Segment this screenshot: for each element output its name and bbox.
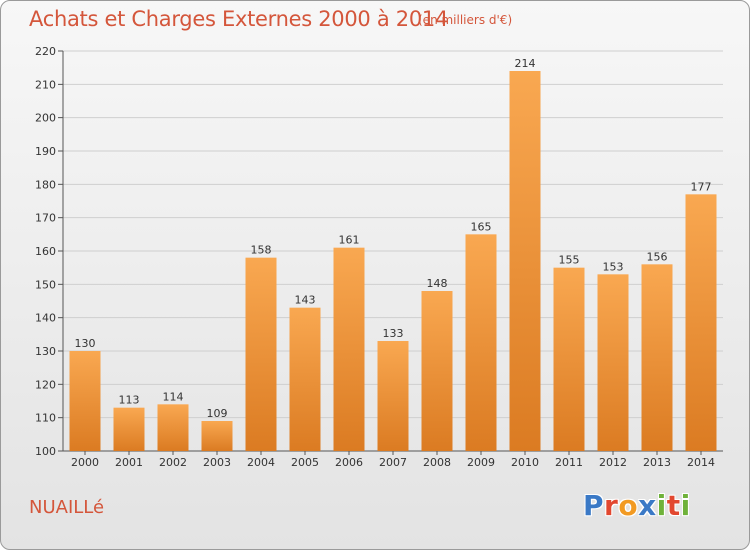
bar — [685, 194, 717, 452]
bar — [113, 407, 145, 451]
bar — [597, 274, 629, 451]
logo-letter: i — [680, 489, 691, 522]
bar-value-label: 114 — [163, 390, 184, 403]
y-tick-label: 190 — [35, 145, 56, 158]
x-tick-label: 2003 — [203, 456, 231, 469]
y-tick-label: 220 — [35, 45, 56, 58]
x-tick-label: 2000 — [71, 456, 99, 469]
bar-value-label: 143 — [295, 294, 316, 307]
bar-value-label: 153 — [603, 260, 624, 273]
x-tick-label: 2011 — [555, 456, 583, 469]
x-tick-label: 2002 — [159, 456, 187, 469]
bar — [289, 307, 321, 451]
logo-letter: t — [666, 489, 681, 522]
x-tick-label: 2014 — [687, 456, 715, 469]
x-tick-label: 2004 — [247, 456, 275, 469]
bar — [465, 234, 497, 451]
bar-value-label: 158 — [251, 244, 272, 257]
y-tick-label: 150 — [35, 278, 56, 291]
logo-letter: i — [656, 489, 667, 522]
y-tick-label: 200 — [35, 112, 56, 125]
bar-value-label: 109 — [207, 407, 228, 420]
town-name: NUAILLé — [29, 497, 105, 518]
bar-value-label: 214 — [515, 57, 536, 70]
bar — [421, 291, 453, 451]
logo-letter: P — [583, 489, 605, 522]
bar-value-label: 113 — [119, 394, 140, 407]
bar — [641, 264, 673, 451]
y-tick-label: 120 — [35, 378, 56, 391]
y-tick-label: 170 — [35, 212, 56, 225]
bar-value-label: 130 — [75, 337, 96, 350]
bar-value-label: 161 — [339, 234, 360, 247]
bar — [69, 351, 101, 451]
y-tick-label: 140 — [35, 312, 56, 325]
x-tick-label: 2001 — [115, 456, 143, 469]
y-tick-label: 110 — [35, 412, 56, 425]
x-tick-label: 2010 — [511, 456, 539, 469]
logo-letter: r — [604, 489, 619, 522]
y-tick-label: 210 — [35, 78, 56, 91]
bar — [377, 341, 409, 451]
x-tick-label: 2007 — [379, 456, 407, 469]
bar-value-label: 177 — [691, 180, 712, 193]
x-tick-label: 2008 — [423, 456, 451, 469]
bar-value-label: 165 — [471, 220, 492, 233]
x-tick-label: 2013 — [643, 456, 671, 469]
y-tick-label: 130 — [35, 345, 56, 358]
chart-subtitle: (en milliers d'€) — [418, 13, 513, 27]
bar-value-label: 148 — [427, 277, 448, 290]
x-tick-label: 2005 — [291, 456, 319, 469]
bar — [245, 257, 277, 451]
logo-letter: x — [638, 489, 657, 522]
bar — [333, 247, 365, 451]
x-tick-label: 2009 — [467, 456, 495, 469]
x-tick-label: 2006 — [335, 456, 363, 469]
y-tick-label: 160 — [35, 245, 56, 258]
bar-value-label: 155 — [559, 254, 580, 267]
proxiti-logo: Proxiti — [583, 489, 691, 522]
y-tick-label: 100 — [35, 445, 56, 458]
x-tick-label: 2012 — [599, 456, 627, 469]
bar-value-label: 156 — [647, 250, 668, 263]
bar — [157, 404, 189, 451]
bar — [201, 421, 233, 451]
bar — [553, 267, 585, 451]
logo-letter: o — [618, 489, 639, 522]
chart-title: Achats et Charges Externes 2000 à 2014 — [29, 7, 449, 31]
bar — [509, 71, 541, 451]
bar-value-label: 133 — [383, 327, 404, 340]
y-tick-label: 180 — [35, 178, 56, 191]
